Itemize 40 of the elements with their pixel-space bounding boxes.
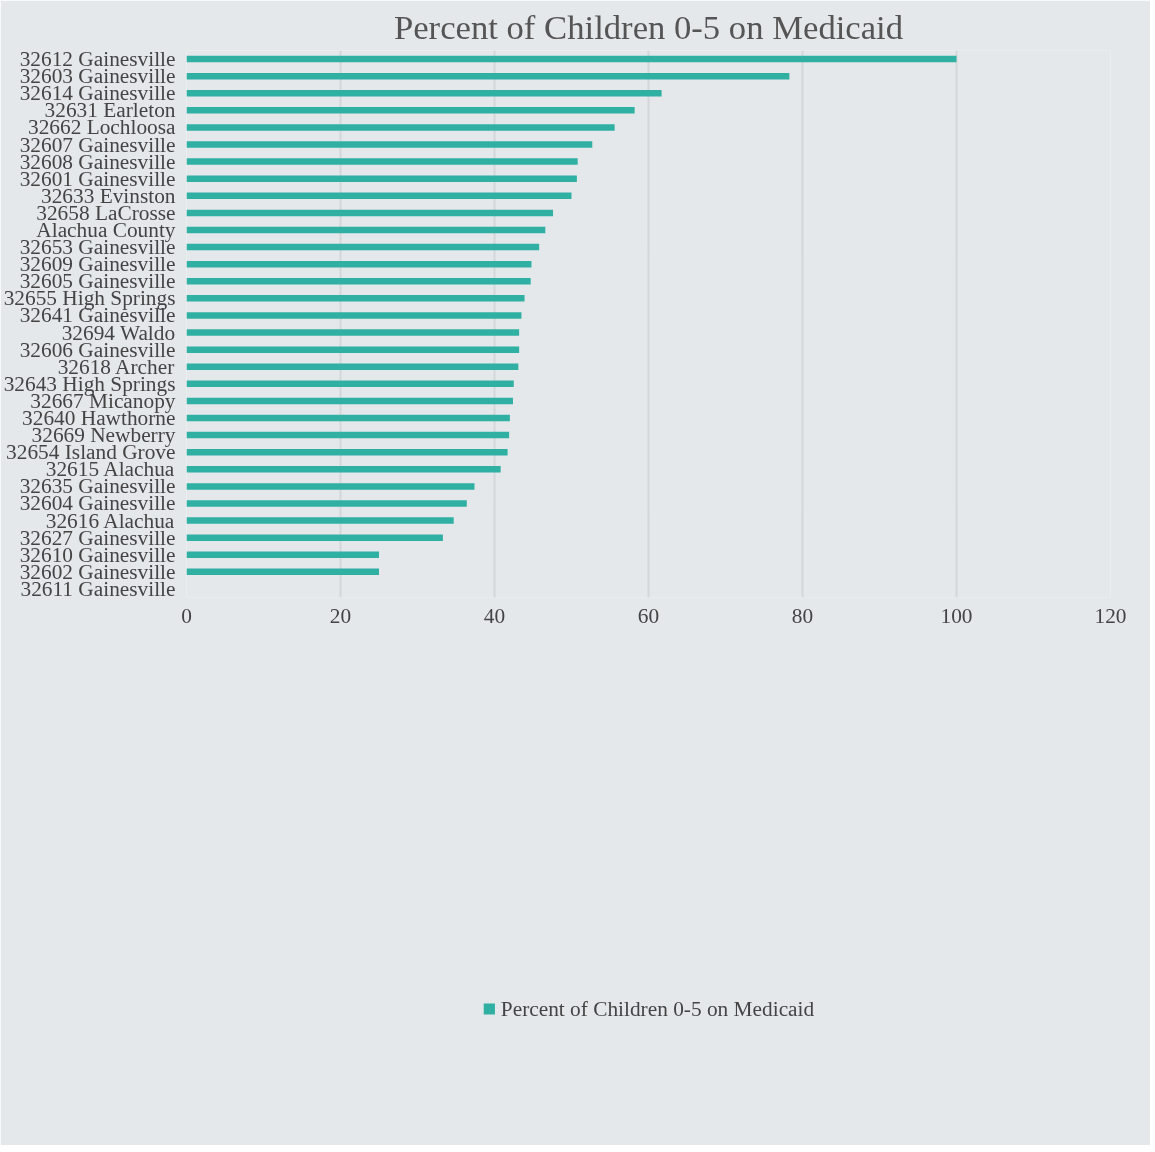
x-tick-label: 120: [1094, 603, 1127, 628]
bar: [186, 226, 546, 234]
bar: [186, 466, 501, 473]
bar: [186, 141, 593, 148]
bar: [186, 175, 577, 182]
bar: [186, 397, 513, 405]
bar: [186, 500, 467, 507]
bar: [186, 414, 510, 422]
bar: [186, 517, 454, 524]
bar: [186, 551, 379, 559]
bar: [186, 312, 522, 319]
bar: [186, 89, 662, 97]
bar: [186, 192, 572, 200]
x-tick-label: 80: [791, 603, 814, 628]
bar: [186, 209, 554, 217]
bar: [186, 107, 635, 114]
bar: [186, 448, 508, 456]
x-tick-label: 60: [637, 603, 660, 628]
bar: [186, 329, 520, 336]
x-tick-label: 0: [181, 603, 192, 628]
bar: [186, 243, 540, 251]
bar: [186, 55, 957, 63]
bar: [186, 534, 443, 541]
bar: [186, 260, 532, 268]
x-tick-label: 100: [940, 603, 973, 628]
bar: [186, 72, 790, 80]
bar: [186, 346, 520, 353]
bar: [186, 363, 519, 370]
bar: [186, 295, 525, 302]
x-tick-label: 40: [483, 603, 506, 628]
bar: [186, 431, 510, 439]
bar: [186, 278, 531, 285]
bar: [186, 483, 475, 490]
bar: [186, 380, 514, 388]
bar: [186, 568, 379, 576]
x-tick-label: 20: [329, 603, 352, 628]
bar: [186, 124, 615, 131]
bar: [186, 158, 578, 165]
legend-label: Percent of Children 0-5 on Medicaid: [500, 996, 815, 1022]
chart-title: Percent of Children 0-5 on Medicaid: [393, 7, 904, 46]
